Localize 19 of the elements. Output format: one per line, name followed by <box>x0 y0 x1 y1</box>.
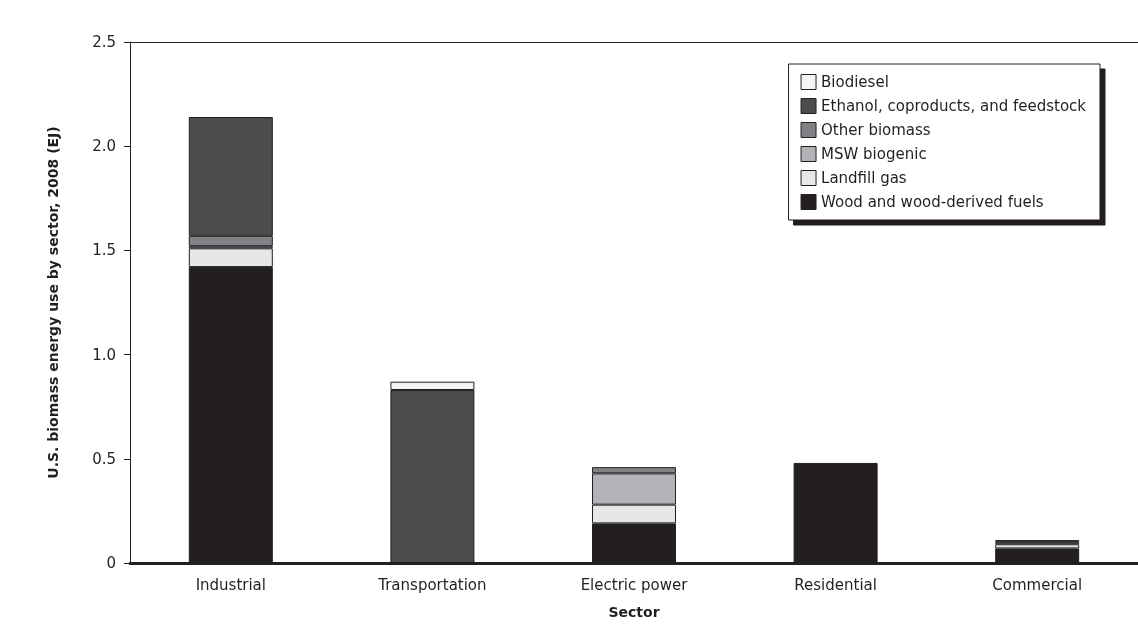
x-tick-label: Industrial <box>195 575 266 594</box>
legend-label: Ethanol, coproducts, and feedstock <box>821 97 1087 115</box>
y-tick-label: 2.0 <box>92 137 116 156</box>
legend-label: Wood and wood-derived fuels <box>821 193 1044 211</box>
x-axis-title: Sector <box>608 604 660 620</box>
x-tick-label: Transportation <box>377 575 487 594</box>
legend-label: Biodiesel <box>821 73 889 91</box>
legend-label: MSW biogenic <box>821 145 927 163</box>
legend-label: Landfill gas <box>821 169 907 187</box>
x-tick-label: Electric power <box>580 575 689 594</box>
y-tick-label: 2.5 <box>92 33 116 51</box>
x-tick-label: Residential <box>794 575 877 594</box>
legend-label: Other biomass <box>821 121 931 139</box>
x-tick-label: Commercial <box>992 575 1083 594</box>
y-tick-label: 1.0 <box>92 345 116 364</box>
y-tick-label: 0 <box>106 554 116 572</box>
y-axis-title: U.S. biomass energy use by sector, 2008 (EJ) <box>45 126 61 479</box>
y-tick-label: 1.5 <box>92 241 116 260</box>
y-tick-label: 0.5 <box>92 449 116 468</box>
